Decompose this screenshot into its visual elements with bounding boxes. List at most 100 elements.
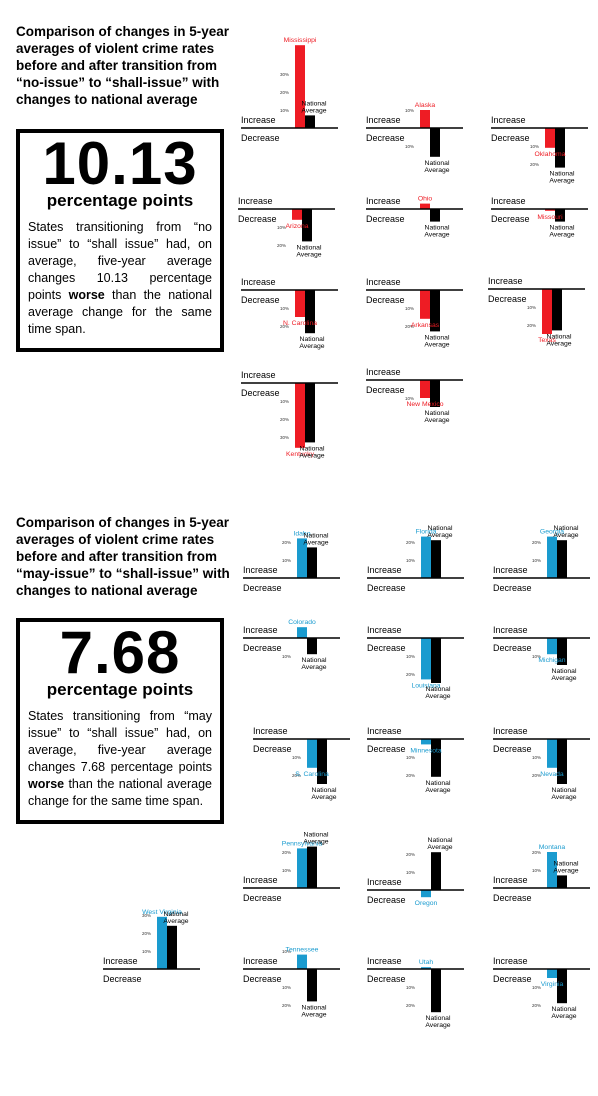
national-label: National xyxy=(425,334,450,341)
section-2-big-number: 7.68 xyxy=(59,619,181,686)
national-average-bar xyxy=(430,380,440,407)
state-chart-idaho: Increase Decrease 10% 20%IdahoNationalAvera… xyxy=(243,530,340,593)
national-average-bar xyxy=(430,290,440,332)
tick-label: 20% xyxy=(532,850,541,855)
state-bar xyxy=(545,209,555,211)
increase-label: Increase xyxy=(366,277,401,287)
state-chart-tennessee: IncreaseDecrease10%10%20%TennesseeNation… xyxy=(243,947,340,1018)
tick-label: 10% xyxy=(280,306,289,311)
state-bar xyxy=(292,209,302,220)
average-label: Average xyxy=(299,343,324,350)
state-bar xyxy=(420,110,430,128)
state-name-label: Virginia xyxy=(541,981,564,988)
state-bar xyxy=(420,290,430,319)
national-label: National xyxy=(550,225,575,232)
state-bar xyxy=(547,536,557,578)
state-name-label: West Virginia xyxy=(142,909,182,916)
tick-label: 30% xyxy=(280,72,289,77)
national-label: National xyxy=(164,911,189,918)
increase-label: Increase xyxy=(493,565,528,575)
tick-label: 10% xyxy=(406,870,415,875)
state-bar xyxy=(545,128,555,148)
national-average-bar xyxy=(307,846,317,888)
average-label: Average xyxy=(163,918,188,925)
increase-label: Increase xyxy=(493,956,528,966)
increase-label: Increase xyxy=(367,625,402,635)
national-label: National xyxy=(302,100,327,107)
national-average-bar xyxy=(302,209,312,242)
national-label: National xyxy=(428,525,453,532)
tick-label: 10% xyxy=(277,225,286,230)
national-label: National xyxy=(312,787,337,794)
average-label: Average xyxy=(424,167,449,174)
average-label: Average xyxy=(299,452,324,459)
state-name-label: Michigan xyxy=(538,657,565,664)
average-label: Average xyxy=(425,1022,450,1029)
average-label: Average xyxy=(425,787,450,794)
tick-label: 20% xyxy=(280,90,289,95)
tick-label: 30% xyxy=(142,913,151,918)
tick-label: 10% xyxy=(406,654,415,659)
decrease-label: Decrease xyxy=(241,295,280,305)
national-label: National xyxy=(425,410,450,417)
increase-label: Increase xyxy=(366,115,401,125)
state-name-label: Georgia xyxy=(540,529,564,536)
state-name-label: Louisiana xyxy=(411,682,440,689)
increase-label: Increase xyxy=(367,565,402,575)
increase-label: Increase xyxy=(366,367,401,377)
national-average-bar xyxy=(307,547,317,578)
tick-label: 20% xyxy=(532,540,541,545)
tick-label: 10% xyxy=(282,558,291,563)
state-name-label: Oregon xyxy=(415,900,438,907)
tick-label: 20% xyxy=(277,243,286,248)
increase-label: Increase xyxy=(491,115,526,125)
increase-label: Increase xyxy=(238,196,273,206)
state-name-label: Minnesota xyxy=(410,747,442,754)
state-bar xyxy=(547,852,557,888)
tick-label: 10% xyxy=(282,654,291,659)
national-label: National xyxy=(426,686,451,693)
increase-label: Increase xyxy=(243,625,278,635)
national-average-bar xyxy=(430,209,440,222)
section-1-desc-part1: States transitioning from “no issue” to … xyxy=(28,220,212,302)
section-2-description: States transitioning from “may issue” to… xyxy=(20,700,220,820)
tick-label: 20% xyxy=(532,773,541,778)
national-average-bar xyxy=(307,969,317,1002)
section-1-desc-part2: than the national average change for the… xyxy=(28,288,212,336)
increase-label: Increase xyxy=(243,875,278,885)
state-name-label: Florida xyxy=(416,529,437,536)
decrease-label: Decrease xyxy=(241,133,280,143)
state-chart-georgia: Increase Decrease 10% 20% GeorgiaNationalAve… xyxy=(493,525,590,593)
state-name-label: S. Carolina xyxy=(295,771,329,778)
tick-label: 10% xyxy=(406,558,415,563)
state-name-label: Tennessee xyxy=(286,947,319,954)
section-2-desc-bold: worse xyxy=(28,777,65,791)
average-label: Average xyxy=(301,107,326,114)
tick-label: 20% xyxy=(532,1003,541,1008)
national-average-bar xyxy=(431,540,441,578)
average-label: Average xyxy=(296,251,321,258)
increase-label: Increase xyxy=(493,875,528,885)
national-average-bar xyxy=(555,209,565,222)
tick-label: 20% xyxy=(406,852,415,857)
average-label: Average xyxy=(553,867,578,874)
national-average-bar xyxy=(305,383,315,443)
tick-label: 10% xyxy=(405,396,414,401)
increase-label: Increase xyxy=(103,956,138,966)
tick-label: 20% xyxy=(142,931,151,936)
section-2-title: Comparison of changes in 5-year averages… xyxy=(16,515,230,598)
state-chart-florida: Increase Decrease 10% 20%FloridaNationalAve… xyxy=(367,525,464,593)
tick-label: 10% xyxy=(282,949,291,954)
state-bar xyxy=(547,638,557,655)
national-average-bar xyxy=(557,540,567,578)
state-bar xyxy=(421,967,431,969)
tick-label: 20% xyxy=(282,850,291,855)
average-label: Average xyxy=(301,664,326,671)
average-label: Average xyxy=(551,1013,576,1020)
